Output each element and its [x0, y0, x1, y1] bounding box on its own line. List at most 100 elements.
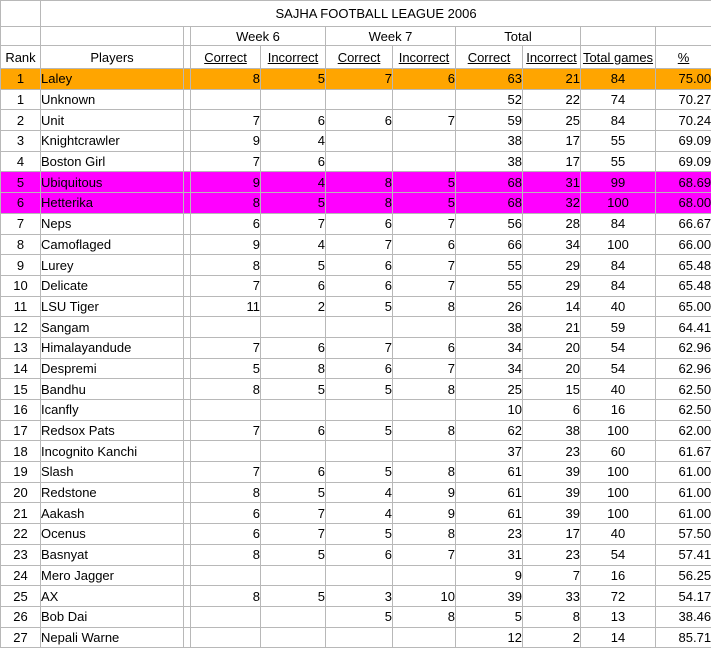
cell-total-games[interactable]: 99: [580, 171, 656, 194]
cell-total-games[interactable]: 54: [580, 336, 656, 359]
cell-week6-incorrect[interactable]: [260, 564, 326, 587]
cell-total-incorrect[interactable]: 33: [522, 585, 581, 607]
table-row[interactable]: 18 Incognito Kanchi 37 23 60 61.67: [0, 440, 711, 463]
cell-rank[interactable]: 20: [0, 481, 41, 504]
cell-total-incorrect[interactable]: 32: [522, 192, 581, 214]
table-row[interactable]: 1 Laley 8 5 7 6 63 21 84 75.00: [0, 68, 711, 90]
cell-total-games[interactable]: 60: [580, 440, 656, 463]
cell-week7-correct[interactable]: [325, 130, 393, 152]
cell-week7-correct[interactable]: 6: [325, 109, 393, 132]
cell-week6-correct[interactable]: [190, 316, 261, 338]
cell-percent[interactable]: 66.00: [654, 233, 711, 256]
cell-total-games[interactable]: 16: [580, 564, 656, 587]
cell-week7-incorrect[interactable]: 8: [392, 419, 456, 442]
cell-week6-incorrect[interactable]: 6: [260, 336, 326, 359]
cell-total-incorrect[interactable]: 22: [522, 88, 581, 111]
cell-total-incorrect[interactable]: 29: [522, 274, 581, 297]
cell-rank[interactable]: 9: [0, 254, 41, 276]
table-row[interactable]: 3 Knightcrawler 9 4 38 17 55 69.09: [0, 130, 711, 152]
cell-rank[interactable]: 27: [0, 626, 41, 649]
cell-player[interactable]: Himalayandude: [40, 336, 184, 359]
column-header-total-correct[interactable]: Correct: [455, 45, 523, 69]
cell-total-games[interactable]: 40: [580, 378, 656, 400]
cell-total-games[interactable]: 84: [580, 274, 656, 297]
cell-week7-incorrect[interactable]: 6: [392, 233, 456, 256]
cell-percent[interactable]: 65.00: [654, 295, 711, 318]
cell-week6-incorrect[interactable]: [260, 605, 326, 628]
cell-total-incorrect[interactable]: 8: [522, 605, 581, 628]
cell-week6-incorrect[interactable]: [260, 88, 326, 111]
cell-week6-correct[interactable]: [190, 605, 261, 628]
cell-week6-incorrect[interactable]: 6: [260, 150, 326, 173]
cell-week6-incorrect[interactable]: 4: [260, 233, 326, 256]
cell-total-incorrect[interactable]: 23: [522, 440, 581, 463]
table-row[interactable]: 5 Ubiquitous 9 4 8 5 68 31 99 68.69: [0, 171, 711, 194]
cell-total-correct[interactable]: 52: [455, 88, 523, 111]
cell-week7-correct[interactable]: 4: [325, 481, 393, 504]
cell-total-correct[interactable]: 34: [455, 357, 523, 380]
cell-percent[interactable]: 62.96: [654, 336, 711, 359]
cell-week6-correct[interactable]: 8: [190, 481, 261, 504]
cell-total-games[interactable]: 100: [580, 233, 656, 256]
cell-week7-correct[interactable]: [325, 564, 393, 587]
cell-week6-incorrect[interactable]: 6: [260, 109, 326, 132]
cell-percent[interactable]: 68.69: [654, 171, 711, 194]
cell-total-correct[interactable]: 68: [455, 192, 523, 214]
cell-week6-correct[interactable]: [190, 440, 261, 463]
cell-percent[interactable]: 61.67: [654, 440, 711, 463]
cell-total-incorrect[interactable]: 17: [522, 523, 581, 545]
cell-rank[interactable]: 24: [0, 564, 41, 587]
cell-rank[interactable]: 19: [0, 461, 41, 483]
cell-total-incorrect[interactable]: 6: [522, 399, 581, 421]
cell-total-incorrect[interactable]: 20: [522, 357, 581, 380]
cell-week6-correct[interactable]: 8: [190, 378, 261, 400]
cell-total-correct[interactable]: 37: [455, 440, 523, 463]
cell-percent[interactable]: 75.00: [654, 68, 711, 90]
cell-total-games[interactable]: 55: [580, 130, 656, 152]
cell-week7-incorrect[interactable]: [392, 88, 456, 111]
cell-total-games[interactable]: 54: [580, 543, 656, 566]
cell-rank[interactable]: 22: [0, 523, 41, 545]
cell-week6-incorrect[interactable]: 6: [260, 419, 326, 442]
cell-week6-correct[interactable]: 8: [190, 543, 261, 566]
cell-week7-correct[interactable]: 6: [325, 543, 393, 566]
cell-week7-correct[interactable]: 5: [325, 378, 393, 400]
cell-rank[interactable]: 26: [0, 605, 41, 628]
cell-rank[interactable]: 11: [0, 295, 41, 318]
cell-rank[interactable]: 2: [0, 109, 41, 132]
cell-percent[interactable]: 54.17: [654, 585, 711, 607]
cell-percent[interactable]: 70.27: [654, 88, 711, 111]
cell-rank[interactable]: 15: [0, 378, 41, 400]
table-row[interactable]: 27 Nepali Warne 12 2 14 85.71: [0, 626, 711, 649]
cell-week7-incorrect[interactable]: [392, 399, 456, 421]
cell-week6-incorrect[interactable]: [260, 440, 326, 463]
cell-rank[interactable]: 13: [0, 336, 41, 359]
table-row[interactable]: 26 Bob Dai 5 8 5 8 13 38.46: [0, 605, 711, 628]
cell-percent[interactable]: 69.09: [654, 130, 711, 152]
cell-player[interactable]: Unknown: [40, 88, 184, 111]
cell-total-incorrect[interactable]: 15: [522, 378, 581, 400]
cell-total-incorrect[interactable]: 39: [522, 461, 581, 483]
cell-week7-incorrect[interactable]: 6: [392, 68, 456, 90]
cell-rank[interactable]: 25: [0, 585, 41, 607]
cell-player[interactable]: Unit: [40, 109, 184, 132]
cell-player[interactable]: AX: [40, 585, 184, 607]
column-header-rank[interactable]: Rank: [0, 45, 41, 69]
cell-total-incorrect[interactable]: 28: [522, 212, 581, 235]
cell-week6-incorrect[interactable]: 6: [260, 461, 326, 483]
cell-week6-correct[interactable]: 7: [190, 274, 261, 297]
column-header-total-games[interactable]: Total games: [580, 45, 656, 69]
cell-week7-correct[interactable]: [325, 88, 393, 111]
cell-week6-incorrect[interactable]: 5: [260, 543, 326, 566]
table-row[interactable]: 7 Neps 6 7 6 7 56 28 84 66.67: [0, 212, 711, 235]
cell-week6-correct[interactable]: [190, 564, 261, 587]
cell-rank[interactable]: 1: [0, 88, 41, 111]
cell-week6-incorrect[interactable]: [260, 626, 326, 649]
cell-percent[interactable]: 62.96: [654, 357, 711, 380]
cell-total-correct[interactable]: 10: [455, 399, 523, 421]
column-header-week7-incorrect[interactable]: Incorrect: [392, 45, 456, 69]
cell-total-games[interactable]: 55: [580, 150, 656, 173]
cell-total-incorrect[interactable]: 14: [522, 295, 581, 318]
cell-rank[interactable]: 7: [0, 212, 41, 235]
cell-week6-correct[interactable]: 6: [190, 212, 261, 235]
